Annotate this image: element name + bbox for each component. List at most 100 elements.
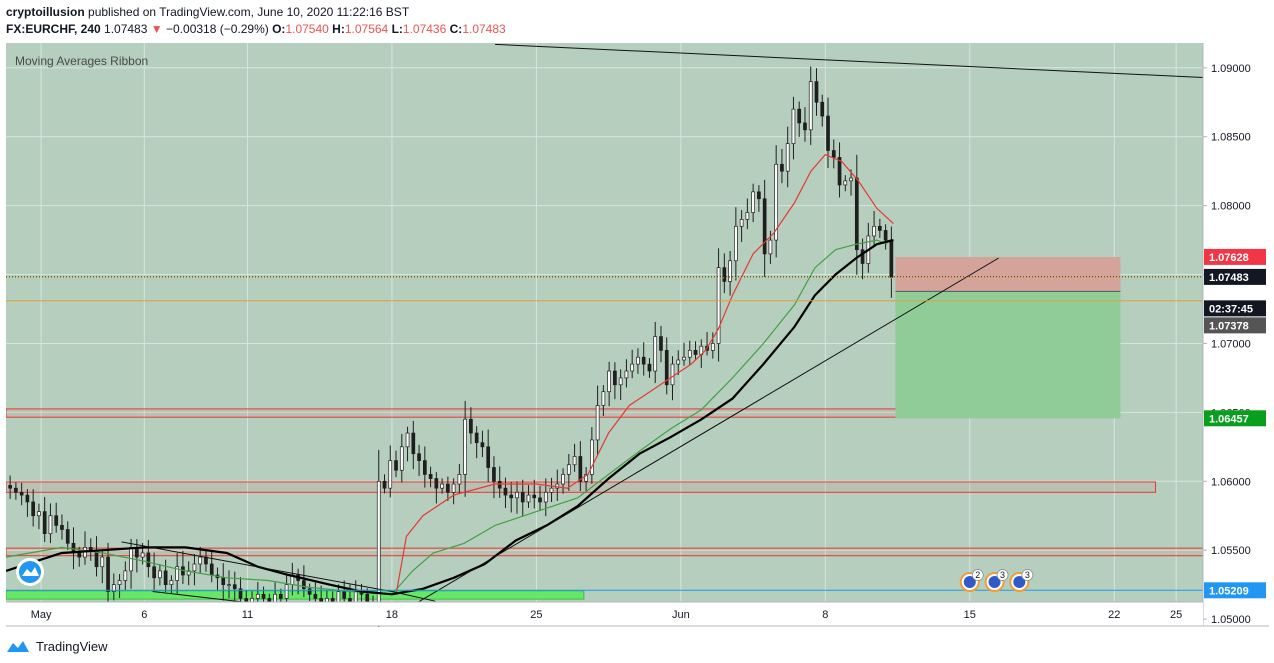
candle-body [520,491,525,503]
moving-averages [6,153,894,596]
economic-event[interactable]: 3 [1009,569,1034,592]
price-marker-bg [1204,268,1266,285]
candle-body [65,529,70,544]
price-marker-bg [1204,317,1266,334]
price-marker-bg [1204,248,1266,265]
candle-body [630,363,635,372]
candle-body [42,511,47,535]
candle-body [826,115,830,151]
candle-body [503,487,508,496]
price-marker-label: 02:37:45 [1209,303,1253,315]
close-label: C: [449,22,463,36]
candle-body [48,515,53,535]
candle-body [636,356,640,365]
candle-body [607,370,611,393]
price-tick-label: 1.09000 [1211,63,1251,75]
publish-info: cryptoillusion published on TradingView.… [6,5,409,19]
stop-loss-zone[interactable] [895,256,1121,292]
candle-body [739,219,744,227]
trendline-wedge-extension[interactable] [391,591,436,602]
price-chart[interactable]: 2 3 3 Moving Averages Ribbon 1.09000 1.0850… [6,43,1269,627]
eu-flag-background [988,576,1001,588]
candle-body [618,377,623,386]
candle-body [889,239,894,278]
event-count: 3 [1025,570,1030,580]
price-marker-bg [1204,582,1266,599]
candle-body [664,349,669,386]
indicator-label[interactable]: Moving Averages Ribbon [15,54,148,68]
candle-body [152,566,156,579]
price-tick-label: 1.06000 [1211,476,1251,488]
candle-body [422,460,427,475]
candle-body [474,432,479,444]
candle-body [60,525,64,530]
candle-body [440,483,444,489]
trade-position[interactable] [895,256,1121,419]
candle-body [693,349,698,355]
support-zone[interactable] [6,590,585,600]
down-arrow-icon: ▼ [150,22,163,36]
price-change: −0.00318 (−0.29%) [166,22,269,36]
candle-body [434,478,439,489]
candle-body [601,391,606,406]
open-value: 1.07540 [285,22,329,36]
candle-body [302,580,306,590]
price-axis-bg [1203,43,1269,626]
candle-body [146,552,151,568]
resistance-zone-lower[interactable] [6,547,1204,557]
economic-event[interactable]: 2 [959,569,984,592]
time-axis[interactable]: May 6 11 18 25 Jun 8 15 22 25 [6,601,1269,627]
take-profit-zone[interactable] [895,291,1121,419]
candle-body [342,591,347,599]
time-tick-label: May [31,609,52,621]
price-axis[interactable]: 1.090001.085001.080001.075001.070001.065… [1202,43,1269,626]
candle-body [860,249,865,264]
candle-body [100,556,105,568]
tradingview-logo-badge[interactable] [16,558,44,586]
candle-body [14,487,18,493]
candle-body [682,356,686,361]
event-count-badge [996,569,1009,581]
chart-container[interactable]: 2 3 3 Moving Averages Ribbon 1.09000 1.0850… [6,43,1269,627]
candle-body [54,515,59,526]
resistance-zone-upper[interactable] [6,408,989,418]
trendline-ascending[interactable] [391,257,999,619]
candle-body [785,143,790,172]
candle-body [820,101,825,117]
price-marker: 1.07628 [1204,248,1266,265]
trendline-wedge-upper[interactable] [121,541,393,593]
candle-body [849,177,853,182]
time-tick-label: 8 [822,609,828,621]
candle-body [854,177,859,251]
price-tick-label: 1.08500 [1211,132,1251,144]
event-count: 2 [975,570,980,580]
price-marker-label: 1.07628 [1209,252,1249,264]
candle-body [774,163,779,241]
candle-body [872,225,876,237]
price-marker: 1.07483 [1204,268,1266,285]
price-tick-label: 1.07000 [1211,338,1251,350]
candles [8,66,894,627]
footer-brand[interactable]: TradingView [36,638,108,654]
candle-body [353,591,358,603]
author-name[interactable]: cryptoillusion [6,5,85,19]
candle-body [158,570,162,579]
candle-body [538,497,542,503]
candle-body [762,198,767,255]
candle-body [486,446,491,468]
time-tick-label: 15 [964,609,976,621]
price-marker: 1.07378 [1204,317,1266,334]
ma-slow-line [6,239,894,596]
trendlines[interactable] [121,43,1204,620]
candle-body [768,239,773,255]
time-tick-label: 6 [141,609,147,621]
symbol-title[interactable]: FX:EURCHF, 240 [6,22,101,36]
tradingview-logo-icon [7,641,29,652]
economic-event[interactable]: 3 [984,569,1009,592]
candle-body [757,191,761,200]
trendline-descending-top[interactable] [495,43,1204,78]
candle-body [670,363,675,386]
candle-body [572,456,577,466]
candle-body [624,370,629,379]
events[interactable]: 2 3 3 [959,569,1034,592]
